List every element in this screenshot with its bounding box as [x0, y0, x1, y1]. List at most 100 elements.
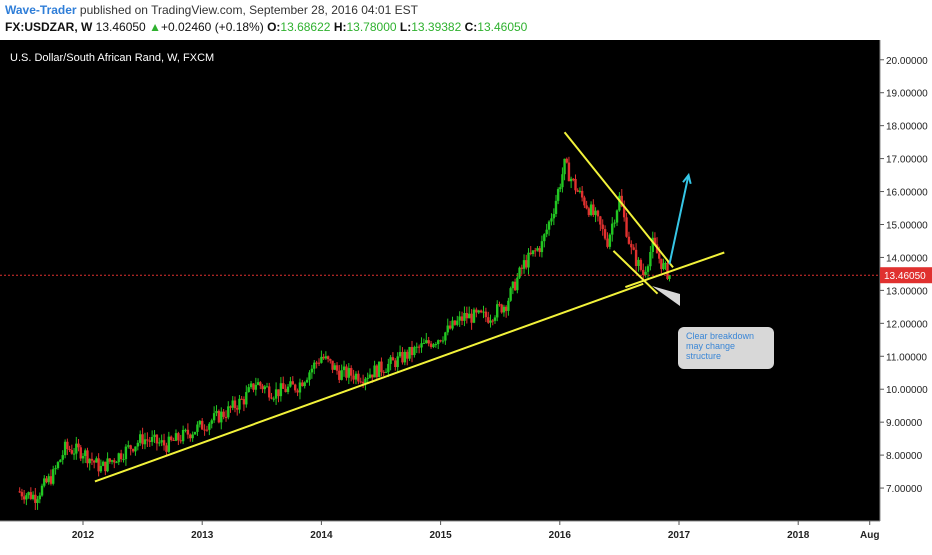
candle-body — [658, 253, 661, 259]
candle-body — [331, 360, 334, 370]
y-tick-label: 9.00000 — [886, 418, 923, 429]
callout-note[interactable]: Clear breakdown may change structure — [678, 327, 774, 369]
candle-body — [554, 200, 558, 214]
candle-body — [324, 356, 328, 359]
candle-body — [340, 370, 343, 380]
candle-body — [587, 208, 591, 216]
candle-body — [203, 429, 206, 431]
candle-body — [536, 248, 539, 251]
candle-body — [361, 381, 365, 384]
candle-body — [296, 390, 299, 393]
candle-body — [347, 368, 351, 378]
chart-svg[interactable]: U.S. Dollar/South African Rand, W, FXCM … — [0, 40, 932, 550]
candle-body — [106, 458, 109, 472]
candle-body — [382, 371, 385, 373]
candle-body — [525, 260, 528, 268]
candle-body — [212, 413, 216, 421]
high-value: 13.78000 — [346, 20, 397, 34]
symbol-ohlc-line: FX:USDZAR, W 13.46050 ▲+0.02460 (+0.18%)… — [5, 20, 527, 34]
candle-body — [196, 424, 199, 432]
candle-body — [408, 346, 411, 359]
candle-body — [507, 300, 510, 311]
candle-body — [95, 458, 98, 463]
candle-body — [603, 229, 607, 239]
candle-body — [622, 206, 626, 218]
candle-body — [84, 450, 87, 457]
candle-body — [115, 462, 118, 464]
candle-body — [429, 343, 433, 347]
last-price: 13.46050 — [95, 20, 146, 34]
candle-body — [666, 263, 669, 279]
candle-body — [500, 304, 503, 313]
candle-body — [465, 313, 469, 319]
candle-body — [493, 317, 497, 321]
candle-body — [86, 450, 89, 464]
x-tick-label: 2016 — [549, 530, 572, 541]
candle-body — [153, 434, 156, 438]
candle-body — [576, 190, 579, 192]
candle-body — [25, 495, 28, 500]
candle-body — [668, 275, 671, 279]
candle-body — [167, 436, 171, 452]
candle-body — [101, 461, 105, 466]
price-axis-background — [880, 40, 932, 550]
y-tick-label: 18.00000 — [886, 122, 928, 133]
candle-body — [359, 381, 362, 383]
candle-body — [398, 351, 402, 357]
candle-body — [310, 368, 314, 373]
candle-body — [417, 346, 421, 348]
candle-body — [261, 385, 264, 390]
chart-area[interactable]: U.S. Dollar/South African Rand, W, FXCM … — [0, 40, 932, 550]
candle-body — [561, 174, 564, 188]
annotations: 13.46050 — [0, 131, 932, 483]
candle-body — [49, 476, 53, 484]
candle-body — [97, 458, 100, 472]
candle-body — [160, 440, 163, 443]
candle-body — [592, 204, 595, 215]
candle-body — [520, 267, 524, 269]
candle-body — [189, 434, 192, 439]
candle-body — [326, 356, 330, 360]
candle-body — [242, 399, 246, 405]
candle-body — [191, 434, 194, 439]
candle-body — [245, 392, 248, 405]
candle-body — [301, 382, 304, 387]
candle-body — [543, 234, 546, 242]
candle-body — [606, 238, 609, 247]
candle-body — [342, 366, 346, 371]
candle-body — [174, 433, 178, 441]
candle-body — [134, 446, 137, 452]
candle-body — [279, 383, 283, 397]
candle-body — [293, 384, 297, 391]
candle-body — [184, 429, 187, 431]
candle-body — [527, 252, 530, 268]
candle-body — [482, 311, 485, 313]
candle-body — [354, 373, 358, 380]
candle-body — [432, 344, 435, 347]
y-tick-label: 15.00000 — [886, 220, 928, 231]
candle-body — [487, 317, 490, 323]
x-tick-label: 2014 — [310, 530, 333, 541]
candle-body — [531, 250, 535, 254]
candle-body — [317, 362, 321, 364]
candle-body — [249, 383, 253, 388]
arrow-head-icon — [682, 172, 692, 185]
candle-body — [104, 461, 107, 472]
author-link[interactable]: Wave-Trader — [5, 3, 77, 17]
y-axis: 7.00000 8.00000 9.00000 10.00000 11.00000 12.… — [880, 56, 928, 495]
candle-body — [284, 388, 287, 393]
candle-body — [61, 455, 64, 460]
candle-body — [364, 378, 367, 384]
candle-body — [181, 429, 185, 442]
candle-body — [122, 459, 125, 461]
candle-body — [389, 357, 392, 364]
candle-body — [563, 158, 566, 175]
candle-body — [99, 465, 103, 472]
candle-body — [569, 178, 573, 182]
candle-body — [286, 386, 290, 393]
candle-body — [387, 363, 390, 372]
high-label: H: — [333, 20, 347, 34]
candle-body — [36, 499, 39, 503]
candle-body — [217, 410, 221, 423]
current-price-label: 13.46050 — [884, 271, 926, 282]
